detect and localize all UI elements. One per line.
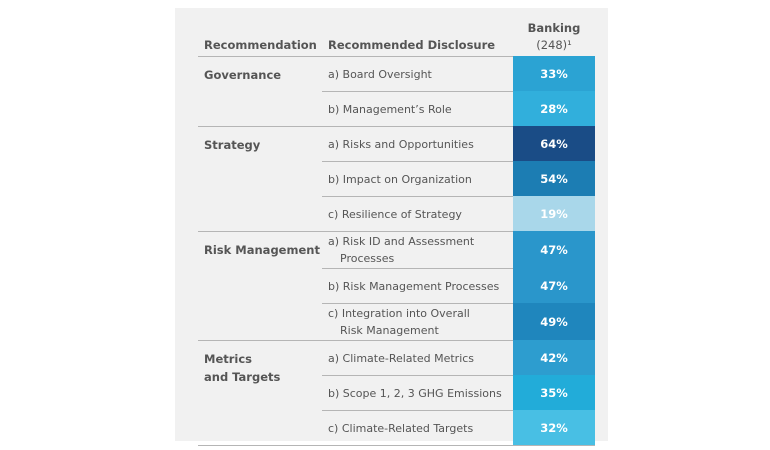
disclosure: a) Climate-Related Metrics bbox=[328, 351, 475, 365]
disclosure: a) Risks and Opportunities bbox=[328, 137, 474, 151]
group-name: Governance bbox=[204, 68, 282, 82]
value-cell: 33% bbox=[513, 56, 595, 91]
group-name: Strategy bbox=[204, 138, 261, 152]
row-rule bbox=[322, 91, 595, 92]
group-name: and Targets bbox=[204, 370, 281, 384]
value-cell: 54% bbox=[513, 161, 595, 196]
header-recommendation: Recommendation bbox=[204, 38, 317, 52]
row-rule bbox=[322, 268, 595, 269]
group-name: Metrics bbox=[204, 352, 253, 366]
group-rule bbox=[198, 231, 595, 232]
group-rule bbox=[198, 445, 595, 446]
row-rule bbox=[322, 410, 595, 411]
header-column: Banking bbox=[527, 21, 581, 35]
value-cell: 28% bbox=[513, 91, 595, 126]
value-cell: 32% bbox=[513, 410, 595, 445]
disclosure: Processes bbox=[340, 252, 395, 265]
group-rule bbox=[198, 340, 595, 341]
disclosure: b) Scope 1, 2, 3 GHG Emissions bbox=[328, 386, 502, 400]
disclosure: c) Integration into Overall bbox=[328, 307, 470, 320]
value-cell: 35% bbox=[513, 375, 595, 410]
header-count: (248)¹ bbox=[536, 38, 572, 52]
row-rule bbox=[322, 303, 595, 304]
value-cell: 49% bbox=[513, 303, 595, 340]
disclosure: a) Board Oversight bbox=[328, 67, 432, 81]
disclosure: b) Management’s Role bbox=[328, 102, 452, 116]
disclosure: c) Climate-Related Targets bbox=[328, 421, 474, 435]
group-name: Risk Management bbox=[204, 243, 320, 257]
group-rule bbox=[198, 126, 595, 127]
disclosure: b) Risk Management Processes bbox=[328, 279, 500, 293]
value-cell: 47% bbox=[513, 231, 595, 268]
header-disclosure: Recommended Disclosure bbox=[328, 38, 496, 52]
row-rule bbox=[322, 161, 595, 162]
value-cell: 47% bbox=[513, 268, 595, 303]
value-cell: 64% bbox=[513, 126, 595, 161]
value-cell: 42% bbox=[513, 340, 595, 375]
disclosure: b) Impact on Organization bbox=[328, 172, 472, 186]
disclosure: Risk Management bbox=[340, 324, 439, 337]
row-rule bbox=[322, 375, 595, 376]
disclosure: c) Resilience of Strategy bbox=[328, 207, 462, 221]
header-rule bbox=[198, 56, 595, 57]
value-cell: 19% bbox=[513, 196, 595, 231]
row-rule bbox=[322, 196, 595, 197]
disclosure: a) Risk ID and Assessment bbox=[328, 235, 475, 248]
